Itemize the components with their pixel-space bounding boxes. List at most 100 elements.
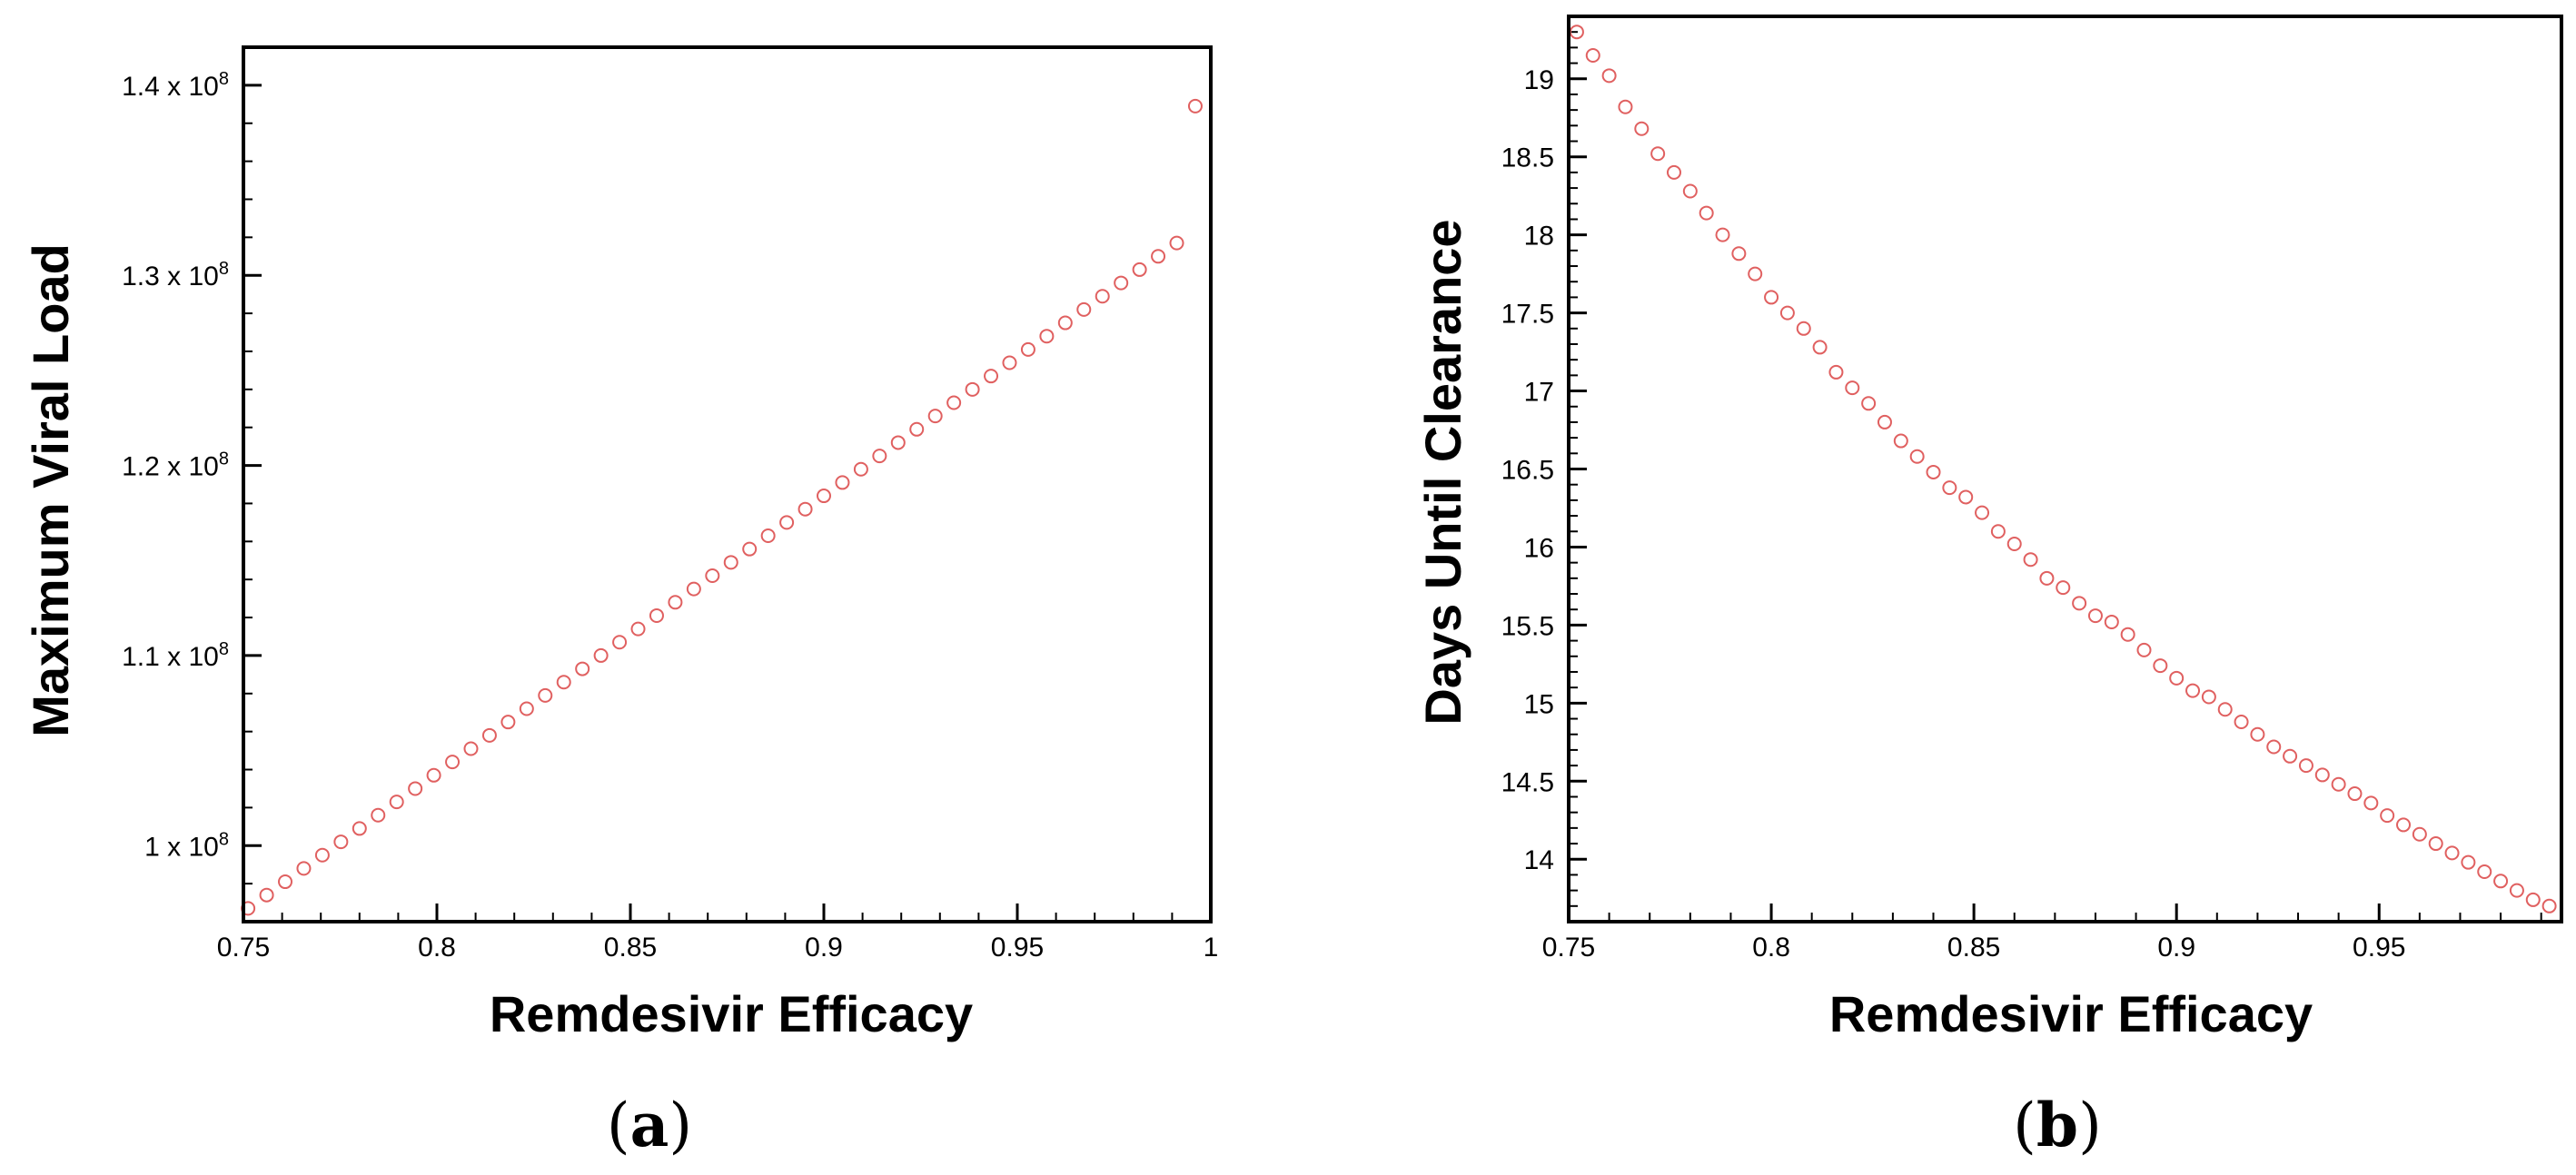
chart-panel-a: 0.75 0.8 0.85 0.9 0.95 1 1 x 108 1.1 x 108 1.2 … [22, 45, 1219, 1160]
chart-b-data-point [2396, 817, 2412, 833]
chart-a-data-point [519, 701, 534, 716]
chart-b-data-point [1812, 340, 1828, 355]
chart-b-data-point [2023, 552, 2038, 568]
chart-a-data-point [927, 409, 943, 424]
chart-b-data-point [1748, 266, 1763, 281]
chart-a-data-point [1095, 289, 1110, 304]
chart-b-data-point [2428, 836, 2443, 852]
chart-b-data-point [2039, 570, 2055, 586]
chart-a-data-point [779, 515, 795, 530]
chart-b-data-point [1828, 364, 1844, 380]
chart-b-y-tick-label: 14 [1524, 845, 1554, 875]
chart-b-data-point [1861, 396, 1877, 411]
chart-a-data-point [946, 395, 962, 410]
chart-b-data-point [2541, 898, 2557, 913]
chart-a-data-point [612, 635, 628, 650]
chart-b-x-tick-label: 0.9 [2157, 933, 2195, 963]
chart-b-data-point [2169, 670, 2185, 686]
chart-b-data-point [2217, 702, 2233, 717]
chart-a-y-axis-title: Maximum Viral Load [22, 243, 79, 737]
chart-b-x-tick-label: 0.8 [1752, 933, 1790, 963]
chart-a-data-point [314, 847, 330, 863]
chart-a-data-point [1020, 341, 1035, 357]
chart-a-data-point [984, 369, 999, 384]
chart-a-data-point [593, 647, 609, 663]
chart-b-x-tick-label: 0.75 [1542, 933, 1595, 963]
chart-b-y-tick-label: 17.5 [1501, 300, 1554, 330]
chart-b-data-point [1666, 164, 1681, 180]
chart-b-plot-frame [1567, 15, 2563, 923]
chart-b-data-point [1893, 433, 1908, 449]
chart-b-data-point [1958, 489, 1974, 505]
chart-b-data-point [2525, 892, 2541, 907]
chart-b-y-tick-label: 14.5 [1501, 767, 1554, 797]
chart-b-data-point [1618, 99, 1633, 114]
chart-b-y-tick-label: 15.5 [1501, 611, 1554, 641]
chart-b-x-tick-label: 0.95 [2353, 933, 2405, 963]
chart-a-data-point [723, 555, 738, 570]
chart-a-y-tick-labels: 1 x 108 1.1 x 108 1.2 x 108 1.3 x 108 1.4 x … [122, 69, 229, 862]
chart-a-data-point [853, 461, 868, 477]
chart-b-data-point [1909, 449, 1925, 464]
chart-b-y-tick-label: 15 [1524, 689, 1554, 719]
chart-b-y-tick-label: 19 [1524, 65, 1554, 95]
chart-a-x-axis-title: Remdesivir Efficacy [490, 985, 973, 1042]
chart-a-data-point [965, 381, 980, 397]
chart-b-y-tick-label: 18 [1524, 222, 1554, 252]
chart-b-data-point [1975, 505, 1990, 520]
chart-b-data-point [2347, 786, 2363, 802]
chart-b-data-point [2104, 614, 2119, 629]
chart-a-data-point [556, 675, 571, 690]
chart-a-data-point [333, 834, 349, 850]
chart-b-data-point [1779, 305, 1795, 321]
chart-b-y-tick-label: 18.5 [1501, 143, 1554, 173]
chart-a-data-point [278, 874, 293, 890]
chart-b-data-point [2056, 580, 2071, 596]
chart-a-x-tick-label: 0.85 [604, 933, 657, 963]
chart-b-data-point [1845, 380, 1860, 396]
chart-a-data-point [835, 475, 850, 490]
chart-a-data-point [1114, 275, 1129, 291]
chart-a-y-tick-label: 1.4 x 108 [122, 69, 229, 102]
chart-a-data-point [1076, 301, 1092, 317]
chart-b-data-point [2087, 608, 2103, 624]
chart-a-data-point [481, 727, 497, 743]
chart-a-data-point [371, 807, 386, 823]
chart-b-data-point [2493, 874, 2509, 889]
chart-b-data-point [1715, 227, 1730, 242]
chart-a-data-point [890, 435, 906, 450]
chart-a-data-point [538, 687, 553, 703]
chart-a-data-point [426, 767, 441, 783]
chart-b-data-point [1990, 524, 2006, 539]
chart-b-data-point [2509, 883, 2524, 898]
chart-a-data-point [909, 421, 925, 437]
chart-b-data-point [2331, 776, 2346, 792]
chart-a-data-point [668, 595, 683, 610]
chart-b-data-point [1877, 414, 1892, 430]
chart-a-x-tick-label: 1 [1204, 933, 1219, 963]
chart-b-data-point [2072, 596, 2087, 611]
chart-a-data-point [1187, 98, 1203, 114]
chart-a-x-tick-label: 0.75 [217, 933, 270, 963]
chart-b-data-point [2136, 642, 2152, 657]
chart-b-y-tick-labels: 14 14.5 15 15.5 16 16.5 17 17.5 18 18.5 19 [1501, 65, 1554, 875]
chart-b-data-point [2444, 845, 2460, 861]
chart-a-data-point [408, 781, 423, 796]
chart-a-data-point [575, 661, 590, 676]
chart-a-data-point [872, 449, 887, 464]
chart-a-data-point [500, 715, 516, 730]
chart-a-plot-frame [242, 45, 1213, 923]
chart-b-y-axis-title: Days Until Clearance [1414, 219, 1471, 725]
chart-b-x-tick-label: 0.85 [1947, 933, 2000, 963]
chart-b-data-point [2250, 726, 2265, 742]
chart-b-data-point [2006, 537, 2022, 552]
chart-a-data-point [1151, 249, 1166, 264]
chart-a-x-tick-labels: 0.75 0.8 0.85 0.9 0.95 1 [217, 933, 1219, 963]
chart-a-data-point [630, 621, 646, 637]
chart-a-data-point [259, 887, 274, 903]
chart-b-data-point [1601, 68, 1617, 84]
chart-a-y-tick-label: 1 x 108 [144, 829, 229, 862]
chart-a-x-tick-label: 0.8 [418, 933, 456, 963]
chart-b-data-point [2201, 689, 2216, 705]
